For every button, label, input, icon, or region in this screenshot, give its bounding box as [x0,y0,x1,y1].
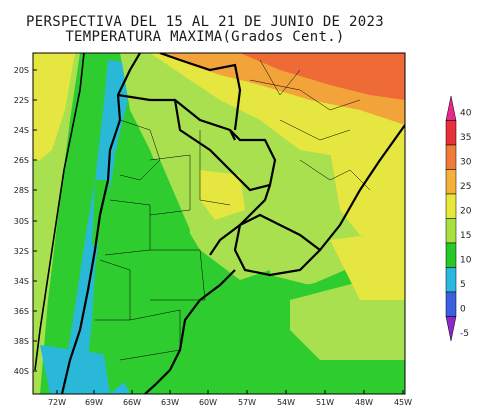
lon-tick: 51W [316,390,334,407]
lon-tick: 69W [85,390,103,407]
svg-text:66W: 66W [123,398,141,407]
lat-tick: 28S [14,186,37,195]
latitude-axis: 20S 22S 24S 26S 28S 30S 32S 34S 36S 38S … [14,66,37,376]
svg-text:48W: 48W [355,398,373,407]
svg-text:45W: 45W [394,398,412,407]
province-borders [95,59,371,361]
svg-text:38S: 38S [14,337,29,346]
map-title-line2: TEMPERATURA MAXIMA(Grados Cent.) [65,29,345,45]
svg-text:24S: 24S [14,126,29,135]
svg-text:34S: 34S [14,277,29,286]
lat-tick: 30S [14,217,37,226]
lon-tick: 60W [199,390,217,407]
svg-text:63W: 63W [161,398,179,407]
lat-tick: 38S [14,337,37,346]
map-frame [32,52,406,395]
lon-tick: 54W [277,390,295,407]
svg-text:30S: 30S [14,217,29,226]
lat-tick: 22S [14,96,37,105]
svg-text:54W: 54W [277,398,295,407]
svg-text:60W: 60W [199,398,217,407]
lon-tick: 48W [355,390,373,407]
svg-text:36S: 36S [14,307,29,316]
lon-tick: 72W [48,390,66,407]
lat-tick: 20S [14,66,37,75]
lon-tick: 57W [238,390,256,407]
svg-text:32S: 32S [14,247,29,256]
lat-tick: 24S [14,126,37,135]
svg-text:51W: 51W [316,398,334,407]
longitude-axis: 72W 69W 66W 63W 60W 57W 54W 51W 48W 45W [48,390,412,407]
svg-text:26S: 26S [14,156,29,165]
lon-tick: 66W [123,390,141,407]
svg-text:22S: 22S [14,96,29,105]
lat-tick: 26S [14,156,37,165]
svg-text:57W: 57W [238,398,256,407]
lat-tick: 40S [14,367,37,376]
svg-text:28S: 28S [14,186,29,195]
svg-text:40S: 40S [14,367,29,376]
lat-tick: 34S [14,277,37,286]
svg-text:72W: 72W [48,398,66,407]
lat-tick: 32S [14,247,37,256]
country-borders [34,53,405,394]
svg-text:20S: 20S [14,66,29,75]
lat-tick: 36S [14,307,37,316]
temperature-field [33,53,405,394]
svg-text:69W: 69W [85,398,103,407]
lon-tick: 45W [394,390,412,407]
lon-tick: 63W [161,390,179,407]
map-title-line1: PERSPECTIVA DEL 15 AL 21 DE JUNIO DE 202… [26,14,384,30]
